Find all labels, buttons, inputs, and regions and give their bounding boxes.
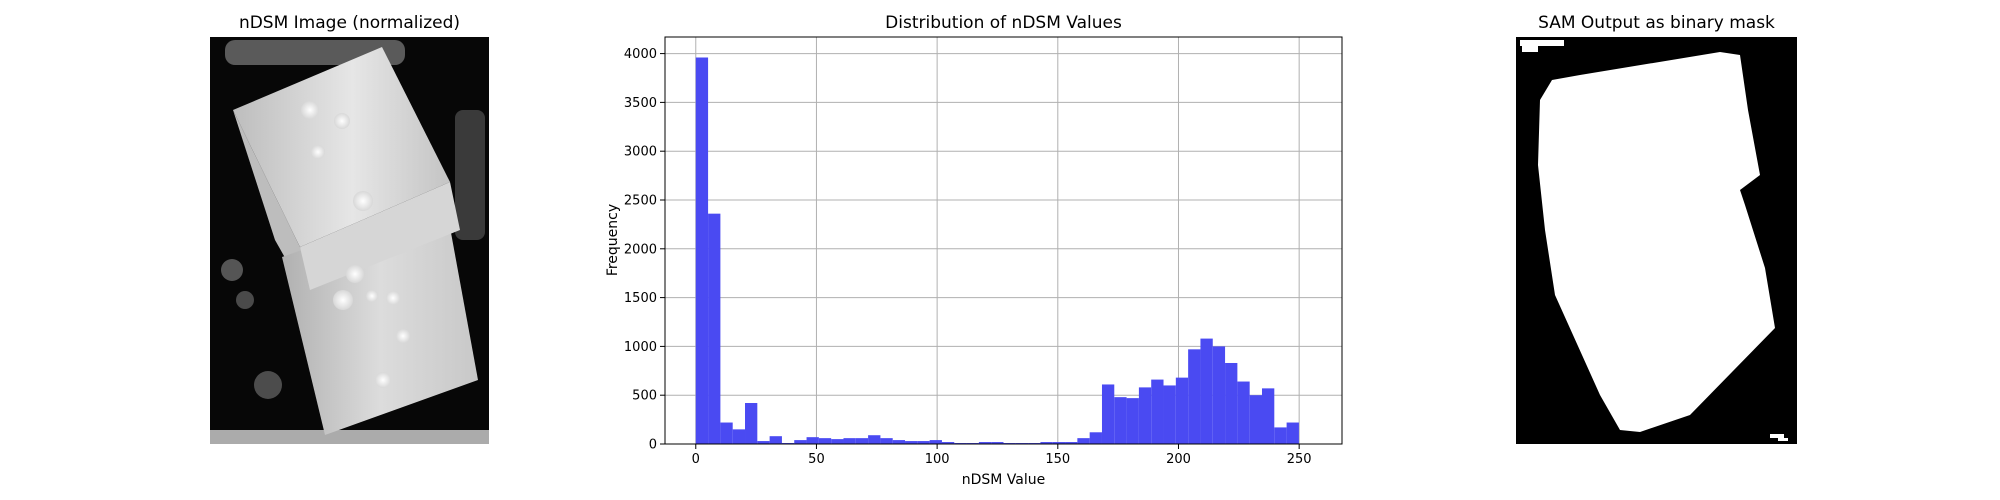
y-tick-label: 3000	[624, 145, 657, 160]
histogram-bar	[1286, 422, 1299, 444]
y-tick-label: 0	[649, 438, 657, 453]
histogram-bar	[1126, 398, 1139, 444]
x-tick-label: 150	[1045, 452, 1070, 467]
histogram-bar	[769, 436, 782, 444]
histogram-title: Distribution of nDSM Values	[885, 13, 1122, 33]
histogram-bar	[868, 435, 881, 444]
histogram-bar	[1261, 388, 1275, 444]
histogram-bar	[1237, 381, 1250, 444]
histogram-bar	[880, 438, 893, 444]
histogram-bar	[818, 438, 832, 444]
histogram-bar	[831, 439, 844, 444]
histogram-bar	[806, 437, 819, 444]
histogram-bars	[695, 57, 1299, 445]
x-tick-label: 0	[692, 452, 700, 467]
x-tick-label: 200	[1166, 452, 1191, 467]
sam-mask-panel: SAM Output as binary mask	[1516, 13, 1797, 444]
histogram-bar	[1089, 432, 1102, 444]
histogram-bar	[1151, 379, 1164, 444]
y-tick-label: 3500	[624, 96, 657, 111]
histogram-bar	[794, 440, 807, 444]
x-tick-label: 50	[808, 452, 825, 467]
histogram-bar	[708, 213, 721, 444]
histogram-bar	[1052, 442, 1066, 444]
ndsm-image-panel: nDSM Image (normalized)	[210, 13, 489, 444]
y-tick-label: 1500	[624, 291, 657, 306]
histogram-bar	[757, 441, 770, 444]
histogram-bar	[991, 442, 1004, 444]
histogram-bar	[720, 422, 733, 444]
y-tick-label: 2500	[624, 193, 657, 208]
histogram-y-label: Frequency	[605, 204, 621, 276]
histogram-bar	[1249, 395, 1262, 444]
y-tick-label: 1000	[624, 340, 657, 355]
y-tick-label: 2000	[624, 242, 657, 257]
histogram-bar	[1212, 346, 1226, 444]
ndsm-image-title: nDSM Image (normalized)	[239, 13, 460, 33]
histogram-bar	[1065, 442, 1078, 444]
x-tick-label: 100	[925, 452, 950, 467]
histogram-bar	[1101, 384, 1115, 444]
histogram-bar	[917, 441, 930, 444]
histogram-bar	[1138, 387, 1152, 444]
histogram-bar	[695, 57, 709, 445]
histogram-bar	[1077, 438, 1090, 444]
y-tick-label: 4000	[624, 47, 657, 62]
histogram-panel: Distribution of nDSM Values 0 50 100 150 200…	[605, 13, 1343, 488]
histogram-x-label: nDSM Value	[962, 472, 1046, 488]
sam-mask-title: SAM Output as binary mask	[1538, 13, 1775, 33]
histogram-bar	[1225, 362, 1238, 444]
histogram-bar	[892, 440, 906, 444]
histogram-bar	[929, 440, 942, 444]
y-tick-label: 500	[632, 389, 657, 404]
histogram-bar	[843, 438, 856, 444]
histogram-bar	[745, 403, 758, 444]
histogram-frame	[664, 36, 1343, 445]
histogram-bar	[1274, 427, 1287, 444]
histogram-bar	[732, 429, 746, 444]
histogram-bar	[1040, 442, 1053, 444]
histogram-bar	[1163, 385, 1176, 444]
ndsm-image	[210, 37, 489, 444]
histogram-bar	[1188, 349, 1201, 444]
sam-mask-image	[1516, 37, 1797, 444]
histogram-y-ticks: 0 500 1000 1500 2000 2500 3000 3500 4000	[624, 47, 665, 453]
histogram-bar	[855, 438, 869, 444]
histogram-bar	[1175, 377, 1189, 444]
x-tick-label: 250	[1287, 452, 1312, 467]
histogram-bar	[905, 441, 918, 444]
histogram-bar	[978, 442, 992, 444]
histogram-bar	[941, 442, 955, 444]
histogram-bar	[1114, 397, 1127, 444]
histogram-x-ticks: 0 50 100 150 200 250	[692, 444, 1312, 467]
histogram-bar	[1200, 338, 1213, 444]
